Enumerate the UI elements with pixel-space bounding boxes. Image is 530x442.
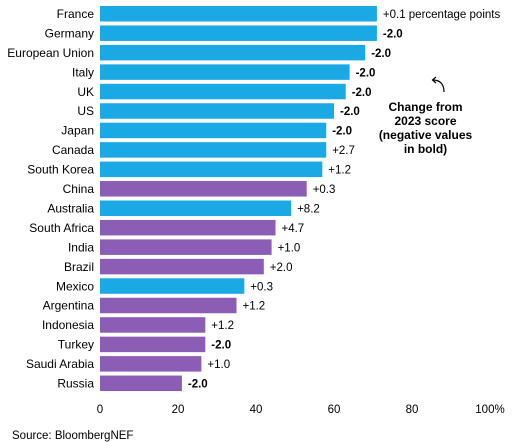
category-label: India (68, 240, 94, 254)
x-axis-ticks: 0 20 40 60 80 100% (97, 404, 505, 416)
category-label: Brazil (64, 260, 94, 274)
category-label: France (57, 7, 95, 21)
category-label: South Korea (27, 163, 94, 177)
x-tick-label: 40 (250, 404, 263, 416)
bar-china (100, 181, 307, 197)
bar-france (100, 6, 377, 22)
x-tick-label: 80 (406, 404, 419, 416)
category-label: Canada (52, 143, 94, 157)
change-label: +1.0 (278, 242, 301, 254)
change-label: -2.0 (340, 106, 360, 118)
change-label: +2.0 (270, 262, 293, 274)
bar-russia (100, 375, 182, 392)
category-labels: France Germany European Union Italy UK US Japa… (7, 7, 94, 391)
change-label: -2.0 (211, 340, 231, 352)
bar-argentina (100, 297, 237, 314)
x-tick-label: 0 (97, 404, 103, 416)
change-label: -2.0 (188, 379, 208, 391)
bar-chart: France Germany European Union Italy UK US Japa… (7, 6, 505, 416)
x-tick-label: 60 (328, 404, 341, 416)
change-label: -2.0 (332, 126, 352, 138)
annotation-note: Change from 2023 score (negative values … (378, 100, 473, 156)
change-label: -2.0 (356, 67, 376, 79)
bar-uk (100, 83, 346, 100)
category-label: China (63, 182, 95, 196)
curved-arrow-icon (431, 76, 445, 93)
bar-germany (100, 25, 377, 41)
category-label: Australia (47, 201, 94, 215)
category-label: US (77, 104, 94, 118)
change-label: +1.0 (207, 359, 230, 371)
category-label: Argentina (43, 299, 95, 313)
change-label: -2.0 (352, 87, 372, 99)
change-label: +1.2 (243, 301, 266, 313)
change-label: +4.7 (282, 223, 305, 235)
bar-italy (100, 64, 350, 80)
category-label: Indonesia (42, 318, 94, 332)
category-label: South Africa (29, 221, 94, 235)
x-tick-label: 100% (475, 404, 504, 416)
category-label: Germany (45, 26, 94, 40)
bar-indonesia (100, 317, 206, 333)
change-labels: +0.1 percentage points -2.0 -2.0 -2.0 -2.0 -2… (188, 9, 501, 391)
category-label: Saudi Arabia (26, 357, 94, 371)
bar-india (100, 239, 272, 255)
bar-brazil (100, 258, 264, 275)
category-label: Italy (72, 65, 94, 79)
source-note: Source: BloombergNEF (12, 430, 134, 442)
category-label: Russia (57, 377, 94, 391)
x-tick-label: 20 (172, 404, 185, 416)
bar-mexico (100, 278, 245, 294)
category-label: Japan (61, 124, 94, 138)
change-label: +8.2 (297, 203, 320, 215)
change-label: +1.2 (328, 165, 351, 177)
bars-group (100, 6, 377, 392)
change-label: +0.3 (250, 281, 273, 293)
change-label: -2.0 (371, 48, 391, 60)
bar-saudi-arabia (100, 356, 202, 372)
change-label: +0.1 percentage points (383, 9, 501, 21)
bar-canada (100, 142, 327, 158)
category-label: Mexico (56, 279, 94, 293)
bar-south-korea (100, 161, 323, 178)
bar-turkey (100, 336, 206, 353)
change-label: -2.0 (383, 28, 403, 40)
bar-australia (100, 200, 292, 216)
change-label: +2.7 (332, 145, 355, 157)
change-label: +1.2 (211, 320, 234, 332)
bar-european-union (100, 44, 366, 61)
bar-japan (100, 122, 327, 139)
bar-us (100, 103, 334, 119)
category-label: UK (77, 85, 94, 99)
category-label: European Union (7, 46, 94, 60)
bar-south-africa (100, 219, 276, 236)
category-label: Turkey (58, 338, 94, 352)
change-label: +0.3 (313, 184, 336, 196)
